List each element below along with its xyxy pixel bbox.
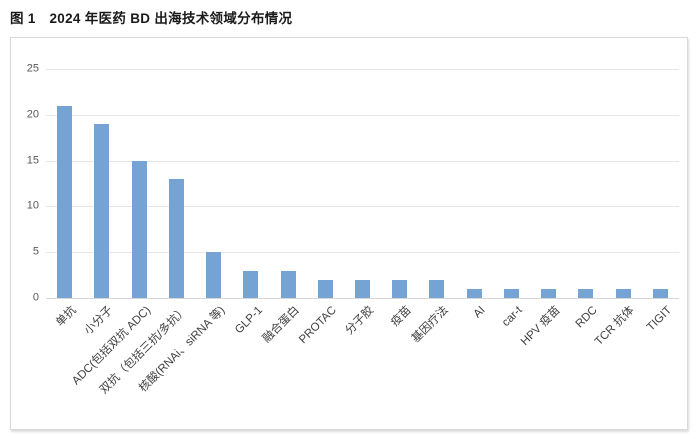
x-tick-label: TIGIT [644,304,675,334]
gridline [46,114,679,116]
bar [503,288,519,298]
gridline [46,160,679,162]
gridline [46,69,679,70]
x-tick-label: 小分子 [82,304,116,338]
x-tick-label: PROTAC [297,304,340,347]
bar [541,288,557,298]
x-tick-label: TCR 抗体 [593,304,637,349]
bar [280,270,296,298]
bar [168,178,184,298]
bar [317,279,333,298]
bar [57,105,73,298]
bar [94,123,110,298]
bar [466,288,482,298]
y-tick-label: 15 [26,154,39,167]
x-tick-label: 融合蛋白 [260,304,302,346]
x-tick-label: 基因疗法 [409,304,451,346]
x-tick-label: GLP-1 [232,304,265,337]
bar [392,279,408,298]
x-tick-label: 疫苗 [388,304,414,330]
x-tick-label: HPV 疫苗 [518,304,563,349]
bar [131,160,147,298]
y-tick-label: 10 [26,199,39,212]
x-tick-label: car-t [500,304,526,330]
y-tick-label: 0 [32,291,39,304]
x-tick-label: RDC [573,304,600,331]
bar [652,288,668,298]
figure-title: 图 1 2024 年医药 BD 出海技术领域分布情况 [10,11,293,26]
gridline [46,206,679,208]
x-tick-label: 单抗 [53,304,79,330]
bar [578,288,594,298]
x-tick-label: 分子胶 [343,304,377,338]
bar-chart: 0 5 10 15 20 25 单抗 小分子 ADC(包括双抗 ADC) 双抗（包括三抗/多抗）核… [10,37,688,430]
y-tick-label: 20 [26,108,39,121]
x-tick-label: AI [471,304,488,321]
bar [243,270,259,298]
bar [615,288,631,298]
x-axis-line [46,298,679,299]
y-tick-label: 5 [32,245,39,258]
bar [206,252,222,298]
y-tick-label: 25 [26,62,39,75]
bar [355,279,370,298]
bar [429,279,445,298]
gridline [46,252,679,254]
